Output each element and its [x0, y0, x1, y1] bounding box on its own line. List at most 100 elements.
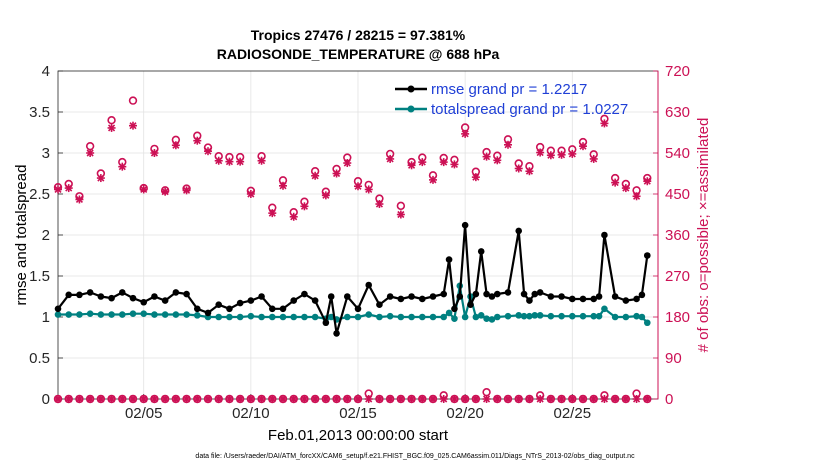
obs-assimilated-marker [354, 182, 362, 191]
obs-assimilated-marker [257, 156, 266, 165]
totalspread-point [247, 312, 255, 320]
obs-assimilated-marker [514, 395, 523, 403]
rmse-point [456, 293, 464, 300]
totalspread-point [520, 312, 528, 320]
obs-assimilated-marker [96, 174, 105, 183]
obs-assimilated-marker [536, 148, 545, 157]
asterisk-stroke [258, 395, 266, 403]
rmse-point [226, 305, 233, 313]
asterisk-stroke [258, 157, 266, 165]
legend-spread-marker [407, 105, 415, 113]
rmse-point [451, 305, 458, 313]
asterisk-stroke [483, 395, 491, 403]
asterisk-stroke [365, 395, 373, 403]
series-layer [53, 96, 652, 404]
obs-assimilated-marker [418, 158, 427, 167]
totalspread-point [622, 313, 630, 321]
asterisk-stroke [354, 182, 362, 190]
totalspread-point [477, 312, 485, 319]
asterisk-stroke [504, 141, 512, 149]
obs-assimilated-marker [118, 162, 127, 171]
asterisk-stroke [547, 151, 555, 159]
obs-assimilated-marker [579, 395, 587, 403]
obs-assimilated-marker [471, 173, 480, 182]
asterisk-stroke [118, 163, 126, 171]
asterisk-stroke [472, 173, 480, 181]
rmse-point [397, 295, 405, 303]
asterisk-stroke [322, 395, 330, 403]
obs-assimilated-marker [64, 395, 73, 403]
obs-assimilated-marker [589, 395, 598, 403]
totalspread-point [183, 311, 190, 318]
asterisk-stroke [86, 149, 94, 157]
obs-assimilated-marker [321, 395, 330, 403]
asterisk-stroke [504, 395, 512, 403]
x-tick-label: 02/10 [232, 405, 270, 422]
asterisk-stroke [54, 395, 62, 403]
asterisk-stroke [633, 192, 641, 200]
obs-assimilated-marker [289, 212, 298, 221]
asterisk-stroke [461, 395, 469, 403]
asterisk-stroke [290, 213, 298, 221]
totalspread-point [601, 305, 608, 313]
obs-assimilated-marker [86, 395, 95, 403]
totalspread-point [258, 313, 265, 321]
totalspread-point [408, 313, 415, 321]
asterisk-stroke [547, 395, 555, 403]
asterisk-stroke [75, 195, 83, 204]
asterisk-stroke [75, 395, 83, 403]
obs-assimilated-marker [396, 395, 405, 403]
obs-assimilated-marker [343, 395, 352, 403]
asterisk-stroke [236, 395, 244, 403]
obs-assimilated-marker [225, 157, 234, 166]
obs-assimilated-marker [139, 185, 148, 194]
rmse-point [488, 293, 496, 300]
rmse-point [595, 293, 603, 300]
obs-assimilated-marker [364, 395, 373, 403]
rmse-point [333, 330, 340, 337]
obs-assimilated-marker [161, 395, 170, 403]
asterisk-stroke [86, 395, 94, 403]
obs-assimilated-marker [300, 202, 309, 211]
rmse-point [461, 221, 469, 229]
obs-assimilated-marker [643, 395, 652, 403]
obs-assimilated-marker [86, 149, 95, 157]
obs-assimilated-marker [461, 129, 470, 138]
obs-possible-marker [128, 96, 138, 105]
obs-assimilated-marker [150, 149, 159, 157]
rmse-point [633, 295, 640, 303]
asterisk-stroke [440, 158, 448, 166]
left-tick-label: 3.5 [29, 104, 50, 121]
legend-rmse-label: rmse grand pr = 1.2217 [431, 81, 587, 98]
rmse-point [568, 295, 576, 303]
obs-assimilated-marker [557, 395, 566, 403]
rmse-point [376, 301, 383, 309]
totalspread-point [86, 310, 94, 318]
asterisk-stroke [279, 395, 287, 403]
asterisk-stroke [268, 395, 276, 403]
obs-assimilated-marker [407, 161, 416, 170]
asterisk-stroke [450, 160, 458, 168]
asterisk-stroke [247, 395, 255, 403]
asterisk-stroke [568, 150, 576, 158]
obs-assimilated-marker [268, 209, 277, 218]
obs-assimilated-marker [632, 395, 641, 403]
right-tick-label: 0 [665, 391, 673, 408]
obs-assimilated-marker [236, 157, 245, 166]
rmse-point [129, 294, 137, 302]
obs-assimilated-marker [171, 395, 180, 403]
obs-assimilated-marker [96, 395, 105, 403]
totalspread-point [215, 313, 223, 321]
rmse-point [311, 297, 319, 304]
rmse-point [547, 293, 555, 300]
asterisk-stroke [172, 395, 180, 403]
rmse-point [279, 305, 287, 313]
asterisk-stroke [600, 395, 608, 403]
asterisk-stroke [590, 395, 598, 403]
asterisk-stroke [386, 395, 394, 403]
obs-assimilated-marker [461, 395, 470, 403]
totalspread-point [531, 312, 539, 319]
legend-rmse-marker [407, 85, 415, 93]
y-axis-left-label: rmse and totalspread [13, 165, 30, 306]
asterisk-stroke [643, 177, 651, 185]
